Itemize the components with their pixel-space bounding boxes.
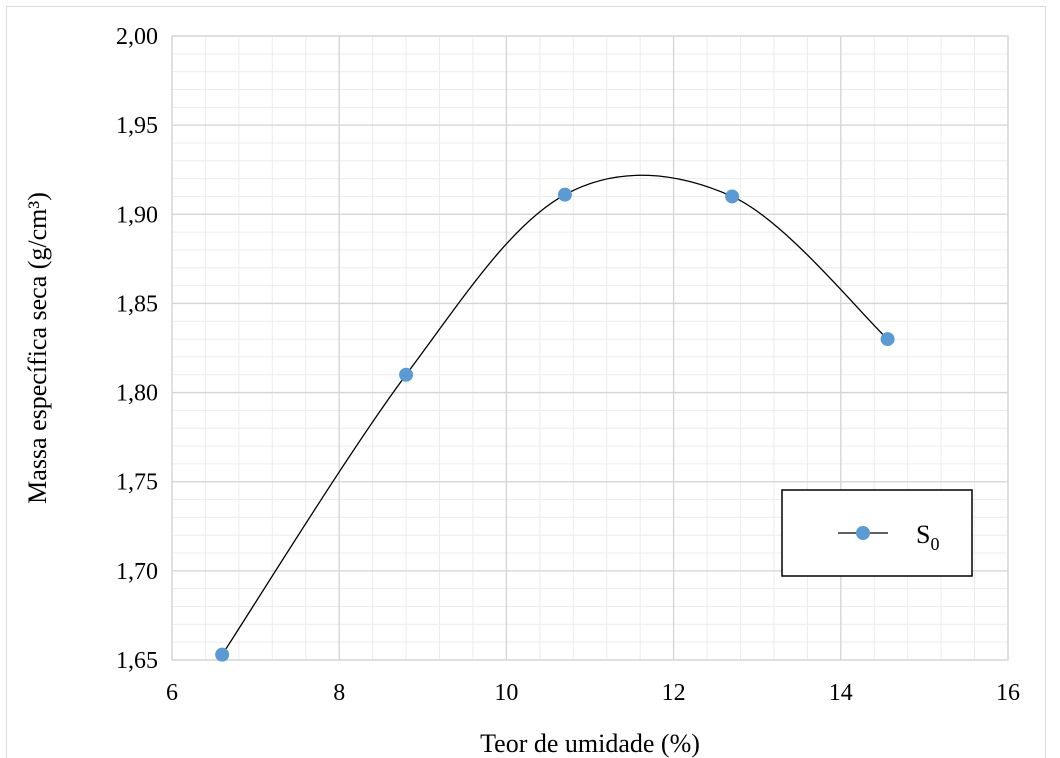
x-tick-label: 12 bbox=[662, 680, 686, 706]
series-line bbox=[221, 174, 889, 656]
y-tick-label: 2,00 bbox=[116, 24, 158, 50]
y-tick-label: 1,70 bbox=[116, 559, 158, 585]
y-tick-label: 1,80 bbox=[116, 381, 158, 407]
data-point bbox=[399, 367, 414, 382]
x-axis-ticks: 6 8 10 12 14 16 bbox=[166, 680, 1020, 706]
x-axis-title: Teor de umidade (%) bbox=[480, 729, 700, 758]
data-point bbox=[557, 187, 572, 202]
chart-frame bbox=[6, 6, 1046, 758]
x-tick-label: 10 bbox=[494, 680, 518, 706]
legend: S0 bbox=[781, 489, 973, 577]
x-tick-label: 6 bbox=[166, 680, 178, 706]
plot-area bbox=[171, 35, 1009, 661]
data-point bbox=[725, 189, 740, 204]
y-tick-label: 1,90 bbox=[116, 202, 158, 228]
y-tick-label: 1,65 bbox=[116, 648, 158, 674]
y-tick-label: 1,85 bbox=[116, 291, 158, 317]
y-axis-ticks: 1,65 1,70 1,75 1,80 1,85 1,90 1,95 2,00 bbox=[116, 24, 158, 674]
legend-series-name: S bbox=[916, 520, 930, 549]
x-tick-label: 14 bbox=[829, 680, 853, 706]
legend-series-subscript: 0 bbox=[930, 534, 939, 554]
y-tick-label: 1,95 bbox=[116, 113, 158, 139]
x-tick-label: 8 bbox=[333, 680, 345, 706]
legend-marker bbox=[856, 526, 870, 540]
data-point bbox=[215, 647, 230, 662]
y-axis-title: Massa específica seca (g/cm³) bbox=[23, 192, 52, 504]
series-layer bbox=[215, 174, 895, 662]
y-tick-label: 1,75 bbox=[116, 470, 158, 496]
data-point bbox=[880, 332, 895, 347]
legend-series-label: S0 bbox=[916, 520, 939, 554]
x-tick-label: 16 bbox=[996, 680, 1020, 706]
